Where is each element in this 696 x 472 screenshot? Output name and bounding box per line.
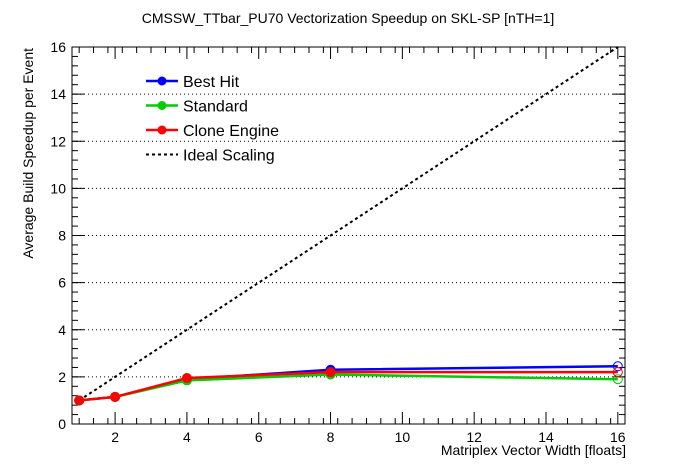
legend: Best Hit Standard Clone Engine Ideal Scalin… xyxy=(146,74,279,165)
legend-swatch-marker xyxy=(157,125,167,135)
legend-swatch-marker xyxy=(157,101,167,110)
x-tick-label: 6 xyxy=(255,429,263,445)
series-point xyxy=(74,395,85,406)
y-tick-label: 6 xyxy=(58,275,66,291)
series-lines xyxy=(74,361,623,406)
y-tick-label: 0 xyxy=(58,416,66,432)
series-line xyxy=(79,373,618,402)
y-tick-label: 16 xyxy=(50,39,66,55)
y-axis-label: Average Build Speedup per Event xyxy=(20,48,36,259)
legend-swatch-marker xyxy=(157,76,167,86)
legend-label: Best Hit xyxy=(183,74,240,91)
series-point xyxy=(110,391,121,402)
y-tick-label: 2 xyxy=(58,369,66,385)
legend-label: Ideal Scaling xyxy=(183,148,275,165)
y-tick-label: 14 xyxy=(50,86,66,102)
ideal-scaling-line xyxy=(78,46,619,402)
x-tick-label: 10 xyxy=(395,429,411,445)
x-tick-label: 8 xyxy=(327,429,335,445)
x-axis-label: Matriplex Vector Width [floats] xyxy=(441,442,626,458)
series-point xyxy=(325,367,336,378)
series-point xyxy=(181,373,192,384)
y-tick-label: 12 xyxy=(50,133,66,149)
x-tick-label: 16 xyxy=(610,429,626,445)
grid-lines xyxy=(72,93,625,378)
y-tick-label: 10 xyxy=(50,180,66,196)
x-tick-label: 2 xyxy=(111,429,119,445)
ideal-scaling-path xyxy=(78,46,619,402)
legend-label: Clone Engine xyxy=(183,123,279,140)
legend-label: Standard xyxy=(183,99,248,116)
series-point xyxy=(612,367,623,378)
x-tick-label: 4 xyxy=(183,429,191,445)
y-tick-label: 8 xyxy=(58,228,66,244)
axis-ticks: 0 2 4 6 8 10 12 14 16 2 4 6 8 10 12 14 16 xyxy=(50,39,625,445)
series-point xyxy=(612,374,623,385)
y-tick-label: 4 xyxy=(58,322,66,338)
chart-title: CMSSW_TTbar_PU70 Vectorization Speedup o… xyxy=(142,10,555,26)
x-tick-label: 12 xyxy=(466,429,482,445)
series-point xyxy=(612,361,623,372)
x-tick-label: 14 xyxy=(538,429,554,445)
